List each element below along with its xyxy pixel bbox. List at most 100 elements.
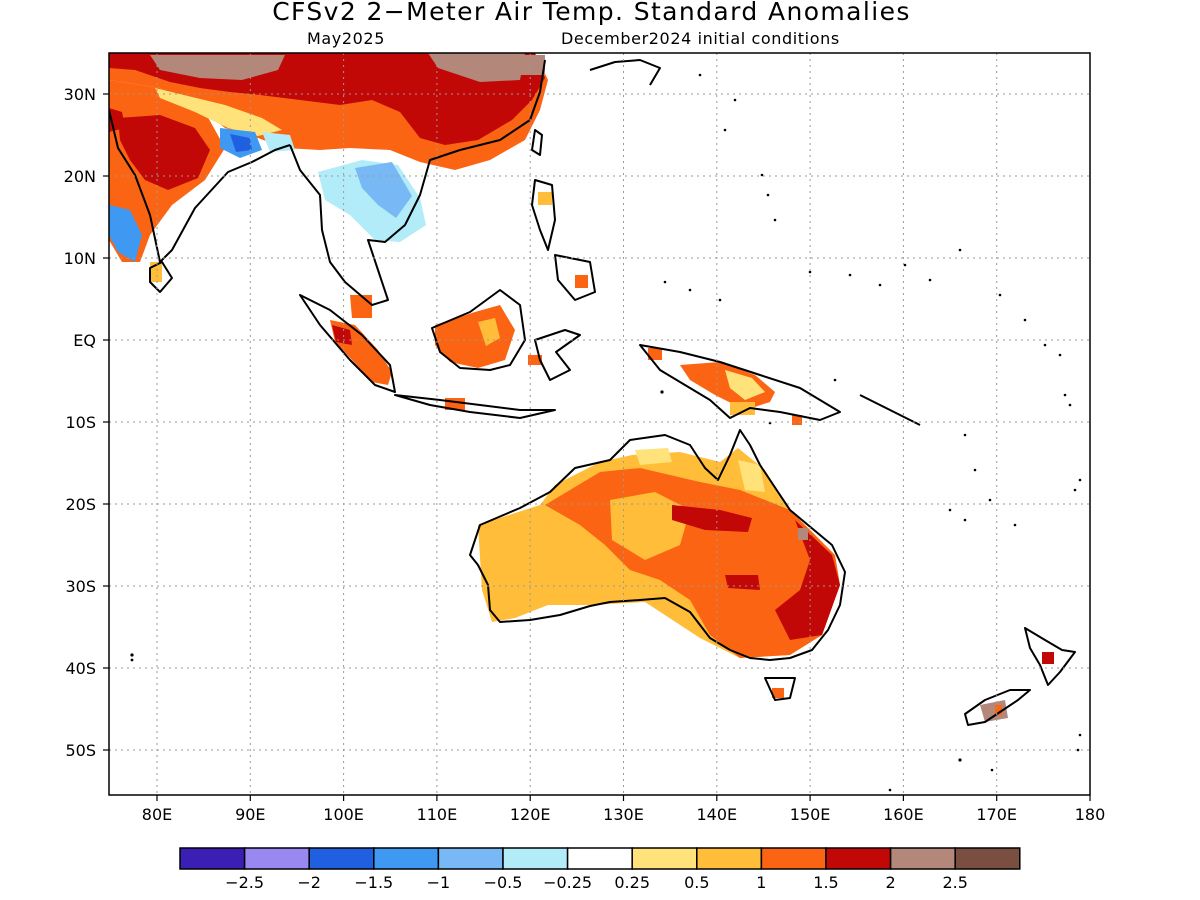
colorbar-label: 1.5	[813, 873, 838, 892]
coastline-mainland-asia	[289, 59, 546, 306]
colorbar-label: 0.25	[614, 873, 650, 892]
coastline-java	[394, 394, 556, 419]
anomaly-patch-mongolia-brown	[428, 53, 525, 82]
colorbar-swatch	[179, 847, 246, 870]
anomaly-patch-newguinea-south	[730, 402, 755, 415]
coastline-sumatra	[299, 294, 396, 393]
lat-label: 20N	[64, 167, 96, 186]
anomaly-patch-india-red	[118, 115, 210, 190]
coastline-india	[109, 109, 291, 263]
lon-label: 90E	[235, 805, 265, 824]
lat-label: 10N	[64, 249, 96, 268]
anomaly-patch-china-yellow	[155, 88, 282, 136]
anomaly-patch-australia-yellow-north	[635, 448, 672, 465]
valid-month-label: May2025	[307, 29, 385, 48]
anomaly-patch-australia-red-center	[672, 505, 752, 532]
lat-label: 10S	[65, 413, 96, 432]
anomaly-patch-australia-red-south	[725, 575, 760, 590]
coastline-australia	[469, 429, 846, 661]
colorbar	[179, 847, 1021, 870]
latitude-axis: 30N 20N 10N EQ 10S 20S 30S 40S 50S	[64, 85, 96, 760]
axis-ticks	[103, 93, 1091, 801]
colorbar-swatch	[760, 847, 827, 870]
longitude-axis: 80E 90E 100E 110E 120E 130E 140E 150E 160E 170E 18…	[142, 805, 1106, 824]
anomaly-patch-mindanao-orange	[575, 275, 588, 288]
colorbar-label: −0.5	[484, 873, 523, 892]
colorbar-label: 1	[756, 873, 766, 892]
colorbar-swatch	[825, 847, 892, 870]
graticule	[109, 53, 1090, 795]
initial-conditions-label: December2024 initial conditions	[561, 29, 840, 48]
lon-label: 170E	[976, 805, 1017, 824]
colorbar-swatch	[373, 847, 440, 870]
anomaly-patch-australia-red-east	[775, 520, 840, 640]
lat-label: 40S	[65, 659, 96, 678]
coastline-solomons	[859, 394, 921, 426]
coastline-sulawesi	[534, 329, 581, 381]
lat-label: 50S	[65, 741, 96, 760]
colorbar-label: −2.5	[225, 873, 264, 892]
anomaly-patch-luzon-orange	[538, 192, 552, 205]
map-title: CFSv2 2−Meter Air Temp. Standard Anomali…	[272, 0, 911, 26]
coastline-new-guinea	[639, 344, 841, 421]
coastline-luzon	[531, 179, 556, 251]
coastline-nz-north	[1024, 627, 1076, 686]
coastline-borneo	[431, 289, 526, 371]
lon-label: 130E	[603, 805, 644, 824]
colorbar-swatch	[243, 847, 310, 870]
anomaly-patch-australia-brown	[798, 528, 808, 540]
colorbar-swatch	[696, 847, 763, 870]
lat-label: EQ	[73, 331, 96, 350]
colorbar-labels: −2.5 −2 −1.5 −1 −0.5 −0.25 0.25 0.5 1 1.5 2 2.5	[225, 873, 968, 892]
colorbar-swatch	[308, 847, 375, 870]
anomaly-patch-halmahera-orange	[648, 348, 662, 360]
small-islands	[130, 73, 1082, 792]
coastlines	[109, 59, 1076, 726]
anomaly-patch-manchuria-brown	[510, 55, 545, 75]
map-frame	[108, 52, 1091, 796]
anomaly-patch-nz-brown	[980, 700, 1008, 722]
coastline-tasmania	[764, 677, 796, 701]
lat-label: 30S	[65, 577, 96, 596]
colorbar-label: 2.5	[942, 873, 967, 892]
lon-label: 100E	[323, 805, 364, 824]
lat-label: 30N	[64, 85, 96, 104]
coastline-nz-south	[964, 689, 1031, 726]
colorbar-label: −1	[427, 873, 451, 892]
colorbar-label: −2	[297, 873, 321, 892]
anomaly-patch-bangladesh-deepblue	[230, 134, 252, 152]
lon-label: 80E	[142, 805, 172, 824]
lon-label: 140E	[696, 805, 737, 824]
lat-label: 20S	[65, 495, 96, 514]
anomaly-patch-capeyork-yellow	[738, 460, 765, 492]
colorbar-swatch	[889, 847, 956, 870]
anomaly-patch-tibet-brown	[150, 55, 285, 80]
anomaly-patch-india-blue	[109, 205, 142, 262]
colorbar-swatch	[566, 847, 633, 870]
colorbar-label: 0.5	[684, 873, 709, 892]
coastline-taiwan	[531, 129, 543, 156]
colorbar-label: −1.5	[354, 873, 393, 892]
anomaly-patch-borneo-yellow	[478, 318, 500, 346]
anomaly-patch-malaya-orange	[350, 295, 372, 318]
lon-label: 120E	[510, 805, 551, 824]
anomaly-patch-australia-lightorange-inner	[610, 492, 690, 560]
colorbar-label: 2	[886, 873, 896, 892]
coastline-sri-lanka	[149, 261, 173, 293]
anomaly-patch-tasmania-orange	[772, 688, 784, 698]
coastline-mindanao	[554, 254, 596, 301]
lon-label: 160E	[883, 805, 924, 824]
anomaly-patch-newguinea-yellow	[725, 370, 765, 400]
lon-label: 110E	[417, 805, 458, 824]
coastline-japan-ryukyu	[589, 59, 661, 86]
lon-label: 150E	[790, 805, 831, 824]
lon-label: 180	[1075, 805, 1106, 824]
colorbar-swatch	[502, 847, 569, 870]
colorbar-swatch	[437, 847, 504, 870]
anomaly-patch-nz-red	[1042, 652, 1054, 664]
colorbar-label: −0.25	[543, 873, 592, 892]
anomaly-patch-newguinea-orange	[680, 362, 775, 410]
anomaly-shading	[109, 53, 1054, 722]
colorbar-swatch	[631, 847, 698, 870]
